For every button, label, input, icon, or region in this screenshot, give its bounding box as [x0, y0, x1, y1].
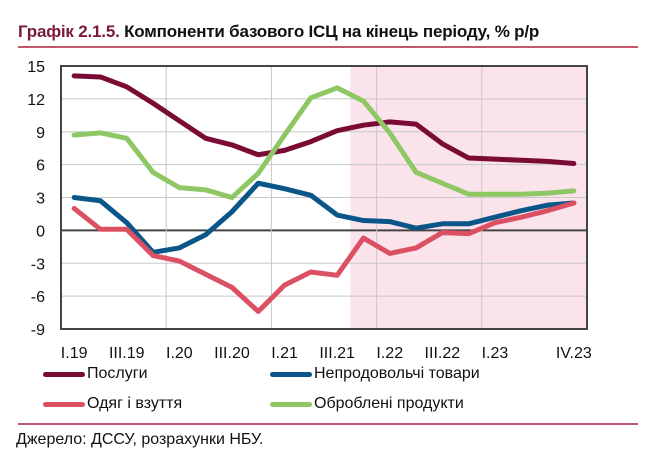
legend-swatch [270, 401, 312, 407]
legend-swatch [270, 371, 312, 377]
legend-swatch [43, 401, 85, 407]
y-tick-label: 0 [36, 223, 45, 240]
title-divider [18, 46, 638, 48]
legend-item-3: Оброблені продукти [270, 395, 464, 413]
x-tick-label: I.21 [271, 345, 298, 360]
plot-frame [60, 65, 588, 330]
legend-item-1: Непродовольчі товари [270, 365, 480, 383]
series-line-0 [71, 73, 577, 167]
legend-item-2: Одяг і взуття [43, 395, 182, 413]
x-tick-label: III.22 [425, 345, 461, 360]
y-tick-label: -6 [31, 289, 45, 306]
chart-title-text: Компоненти базового ІСЦ на кінець період… [124, 22, 540, 41]
x-tick-label: I.23 [482, 345, 509, 360]
legend-label: Непродовольчі товари [314, 365, 480, 382]
y-tick-label: -9 [31, 322, 45, 339]
y-tick-label: 9 [36, 125, 45, 142]
legend-item-0: Послуги [43, 365, 148, 383]
series-line-2 [71, 200, 577, 314]
y-tick-label: -3 [31, 256, 45, 273]
y-tick-label: 15 [27, 59, 45, 76]
x-tick-label: I.20 [166, 345, 193, 360]
footer-divider [18, 423, 638, 425]
x-tick-label: I.19 [61, 345, 88, 360]
line-chart: 15 12 9 6 3 0 -3 -6 -9 I.19 III.19 I.20 III.20 I.21 II… [27, 59, 592, 360]
chart-title: Графік 2.1.5. Компоненти базового ІСЦ на… [18, 22, 539, 42]
x-tick-label: III.19 [109, 345, 145, 360]
y-tick-label: 12 [27, 92, 45, 109]
legend-label: Одяг і взуття [87, 395, 183, 412]
legend-label: Послуги [87, 365, 148, 382]
series-line-3 [71, 85, 577, 200]
chart-number: Графік 2.1.5. [18, 22, 120, 41]
x-tick-label: IV.23 [556, 345, 592, 360]
x-tick-label: I.22 [376, 345, 403, 360]
legend-swatch [43, 371, 85, 377]
x-tick-label: III.20 [214, 345, 250, 360]
y-tick-label: 3 [36, 191, 45, 208]
series-line-1 [71, 180, 577, 255]
legend-label: Оброблені продукти [314, 395, 464, 412]
y-tick-label: 6 [36, 158, 45, 175]
x-tick-label: III.21 [319, 345, 355, 360]
source-note: Джерело: ДССУ, розрахунки НБУ. [16, 431, 264, 448]
